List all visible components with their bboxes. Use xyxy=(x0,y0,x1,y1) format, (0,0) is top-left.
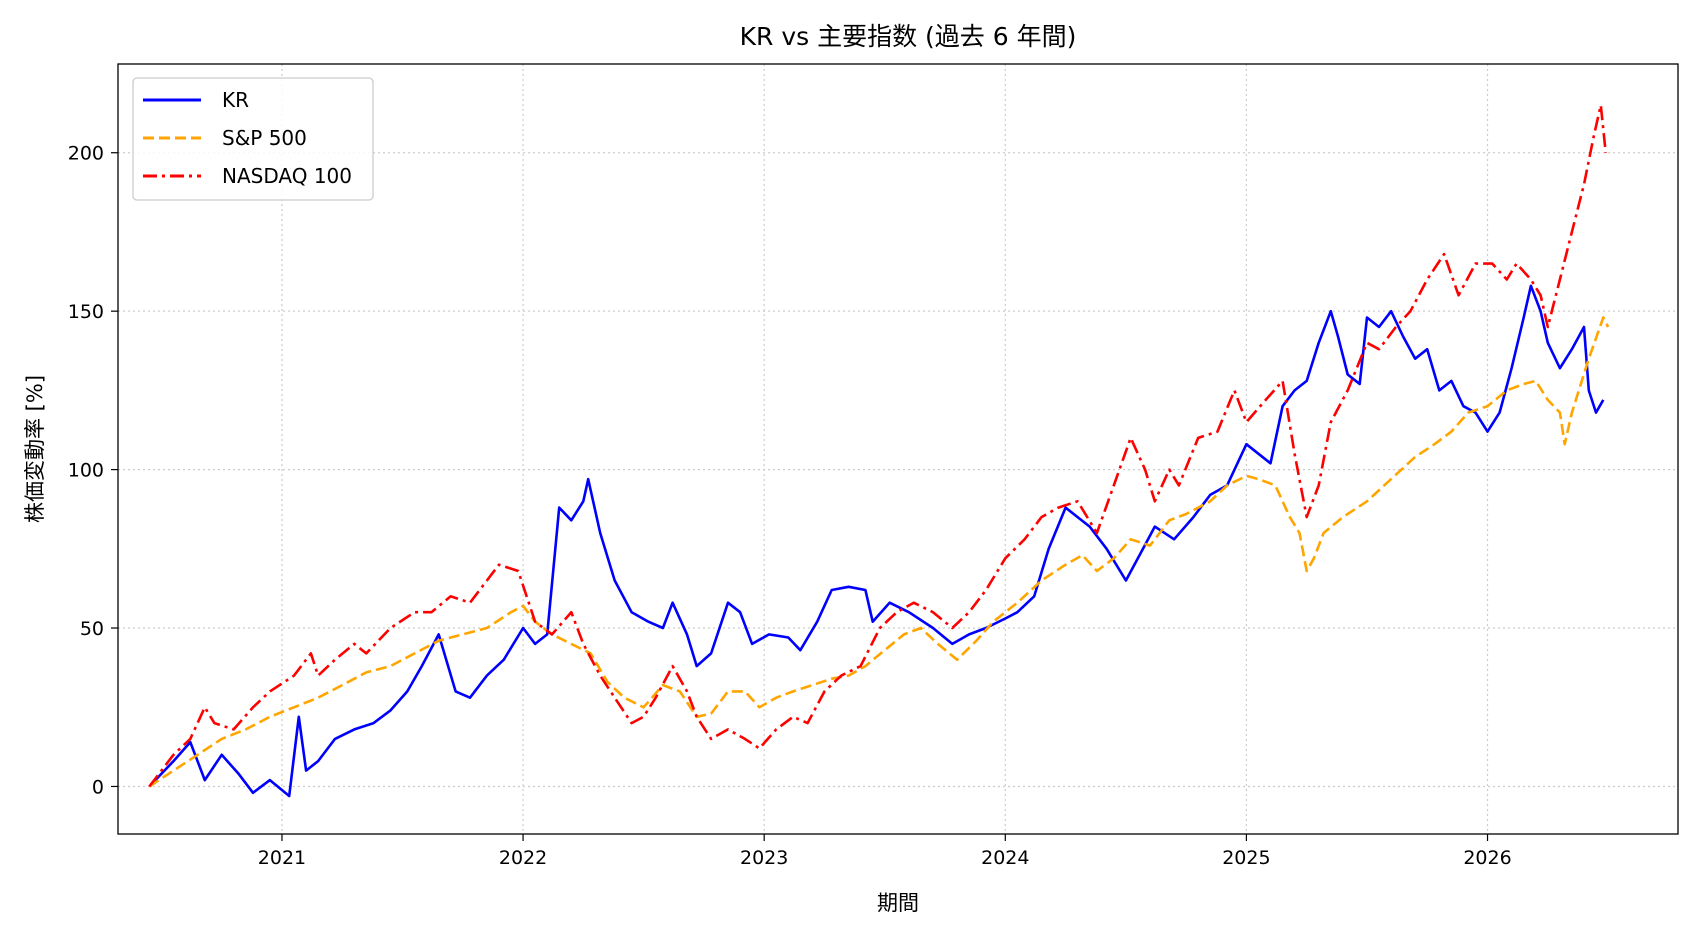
x-tick-label: 2024 xyxy=(981,847,1029,869)
y-tick-label: 0 xyxy=(92,776,104,798)
legend-frame xyxy=(132,77,374,201)
chart-title: KR vs 主要指数 (過去 6 年間) xyxy=(740,22,1077,51)
y-tick-label: 50 xyxy=(80,618,104,640)
x-tick-label: 2023 xyxy=(740,847,788,869)
y-tick-label: 150 xyxy=(68,301,104,323)
x-tick-label: 2025 xyxy=(1222,847,1270,869)
series-line-kr xyxy=(148,284,1605,798)
legend-label-sp500: S&P 500 xyxy=(222,126,307,150)
series-line-sp500 xyxy=(148,316,1610,788)
x-tick-label: 2022 xyxy=(499,847,547,869)
legend-label-kr: KR xyxy=(222,88,249,112)
x-axis-label: 期間 xyxy=(877,891,919,915)
axis-ticks: 2021 2022 2023 2024 2025 2026 0 50 100 150 200 xyxy=(68,143,1512,869)
grid-lines xyxy=(118,64,1678,834)
series-lines xyxy=(148,103,1610,798)
y-tick-label: 200 xyxy=(68,143,104,165)
x-tick-label: 2026 xyxy=(1463,847,1511,869)
series-line-nasdaq100 xyxy=(148,103,1607,788)
legend-label-nasdaq100: NASDAQ 100 xyxy=(222,164,352,188)
x-tick-label: 2021 xyxy=(258,847,306,869)
plot-frame xyxy=(117,63,1679,835)
y-axis-label: 株価変動率 [%] xyxy=(23,375,47,523)
legend: KR S&P 500 NASDAQ 100 xyxy=(132,77,374,201)
y-tick-label: 100 xyxy=(68,460,104,482)
